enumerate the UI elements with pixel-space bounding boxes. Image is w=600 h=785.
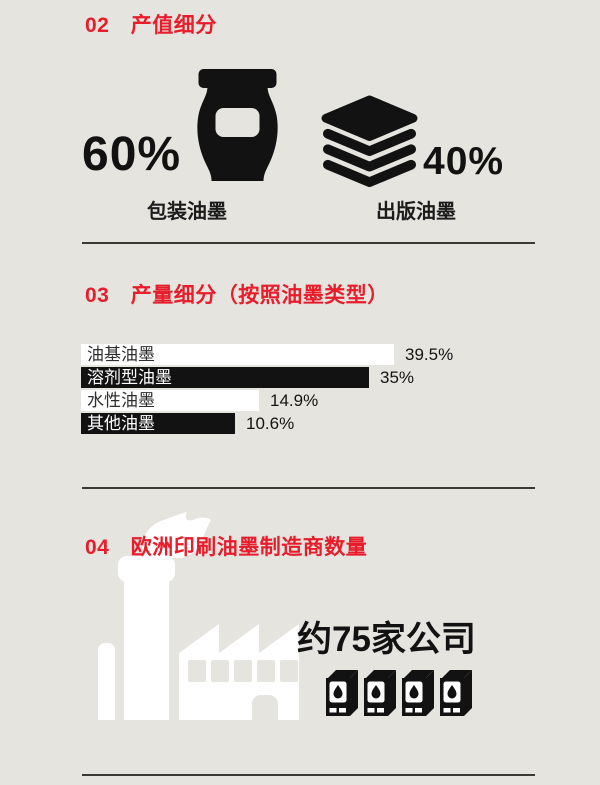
ink-cartridge-icon — [364, 670, 396, 716]
bar-value-label: 10.6% — [246, 414, 295, 433]
section-02-header: 02 产值细分 — [85, 9, 217, 39]
bar-row: 水性油墨 14.9% — [81, 390, 551, 411]
bar-row: 溶剂型油墨 35% — [81, 367, 551, 388]
ink-cartridge-icon — [402, 670, 434, 716]
bar: 油基油墨 — [81, 344, 394, 365]
factory-icon — [98, 512, 299, 720]
packaging-ink-percentage: 60% — [82, 128, 182, 181]
bar-value-label: 39.5% — [405, 345, 454, 364]
section-02-title: 产值细分 — [130, 14, 217, 37]
bar-category-label: 溶剂型油墨 — [87, 368, 172, 387]
ink-jar-icon — [197, 69, 278, 181]
section-divider-2 — [82, 487, 535, 489]
company-count-text: 约75家公司 — [297, 620, 476, 659]
section-divider-3 — [82, 774, 535, 776]
bar: 水性油墨 — [81, 390, 259, 411]
bar: 溶剂型油墨 — [81, 367, 369, 388]
ink-cartridge-icon — [440, 670, 472, 716]
bar-category-label: 油基油墨 — [87, 345, 155, 364]
publication-ink-percentage: 40% — [423, 140, 505, 183]
bar-category-label: 水性油墨 — [87, 391, 155, 410]
bar-category-label: 其他油墨 — [87, 414, 155, 433]
bar-row: 其他油墨 10.6% — [81, 413, 551, 434]
bar-row: 油基油墨 39.5% — [81, 344, 551, 365]
section-03-number: 03 — [85, 284, 110, 307]
section-divider-1 — [82, 242, 535, 244]
bar-chart: 油基油墨 39.5% 溶剂型油墨 35% 水性油墨 14.9% 其他油墨 10.6% — [81, 344, 551, 436]
cartridge-row — [325, 668, 473, 718]
section-04-title: 欧洲印刷油墨制造商数量 — [130, 536, 368, 559]
ink-cartridge-icon — [326, 670, 358, 716]
bar-value-label: 14.9% — [270, 391, 319, 410]
section-04-header: 04 欧洲印刷油墨制造商数量 — [85, 531, 367, 561]
section-04-number: 04 — [85, 536, 110, 559]
section-03-title: 产量细分（按照油墨类型） — [130, 284, 389, 307]
packaging-ink-label: 包装油墨 — [147, 201, 227, 223]
paper-stack-icon — [321, 95, 418, 187]
section-03-header: 03 产量细分（按照油墨类型） — [85, 279, 389, 309]
publication-ink-label: 出版油墨 — [376, 201, 456, 223]
bar: 其他油墨 — [81, 413, 235, 434]
section-02-number: 02 — [85, 14, 110, 37]
bar-value-label: 35% — [380, 368, 415, 387]
